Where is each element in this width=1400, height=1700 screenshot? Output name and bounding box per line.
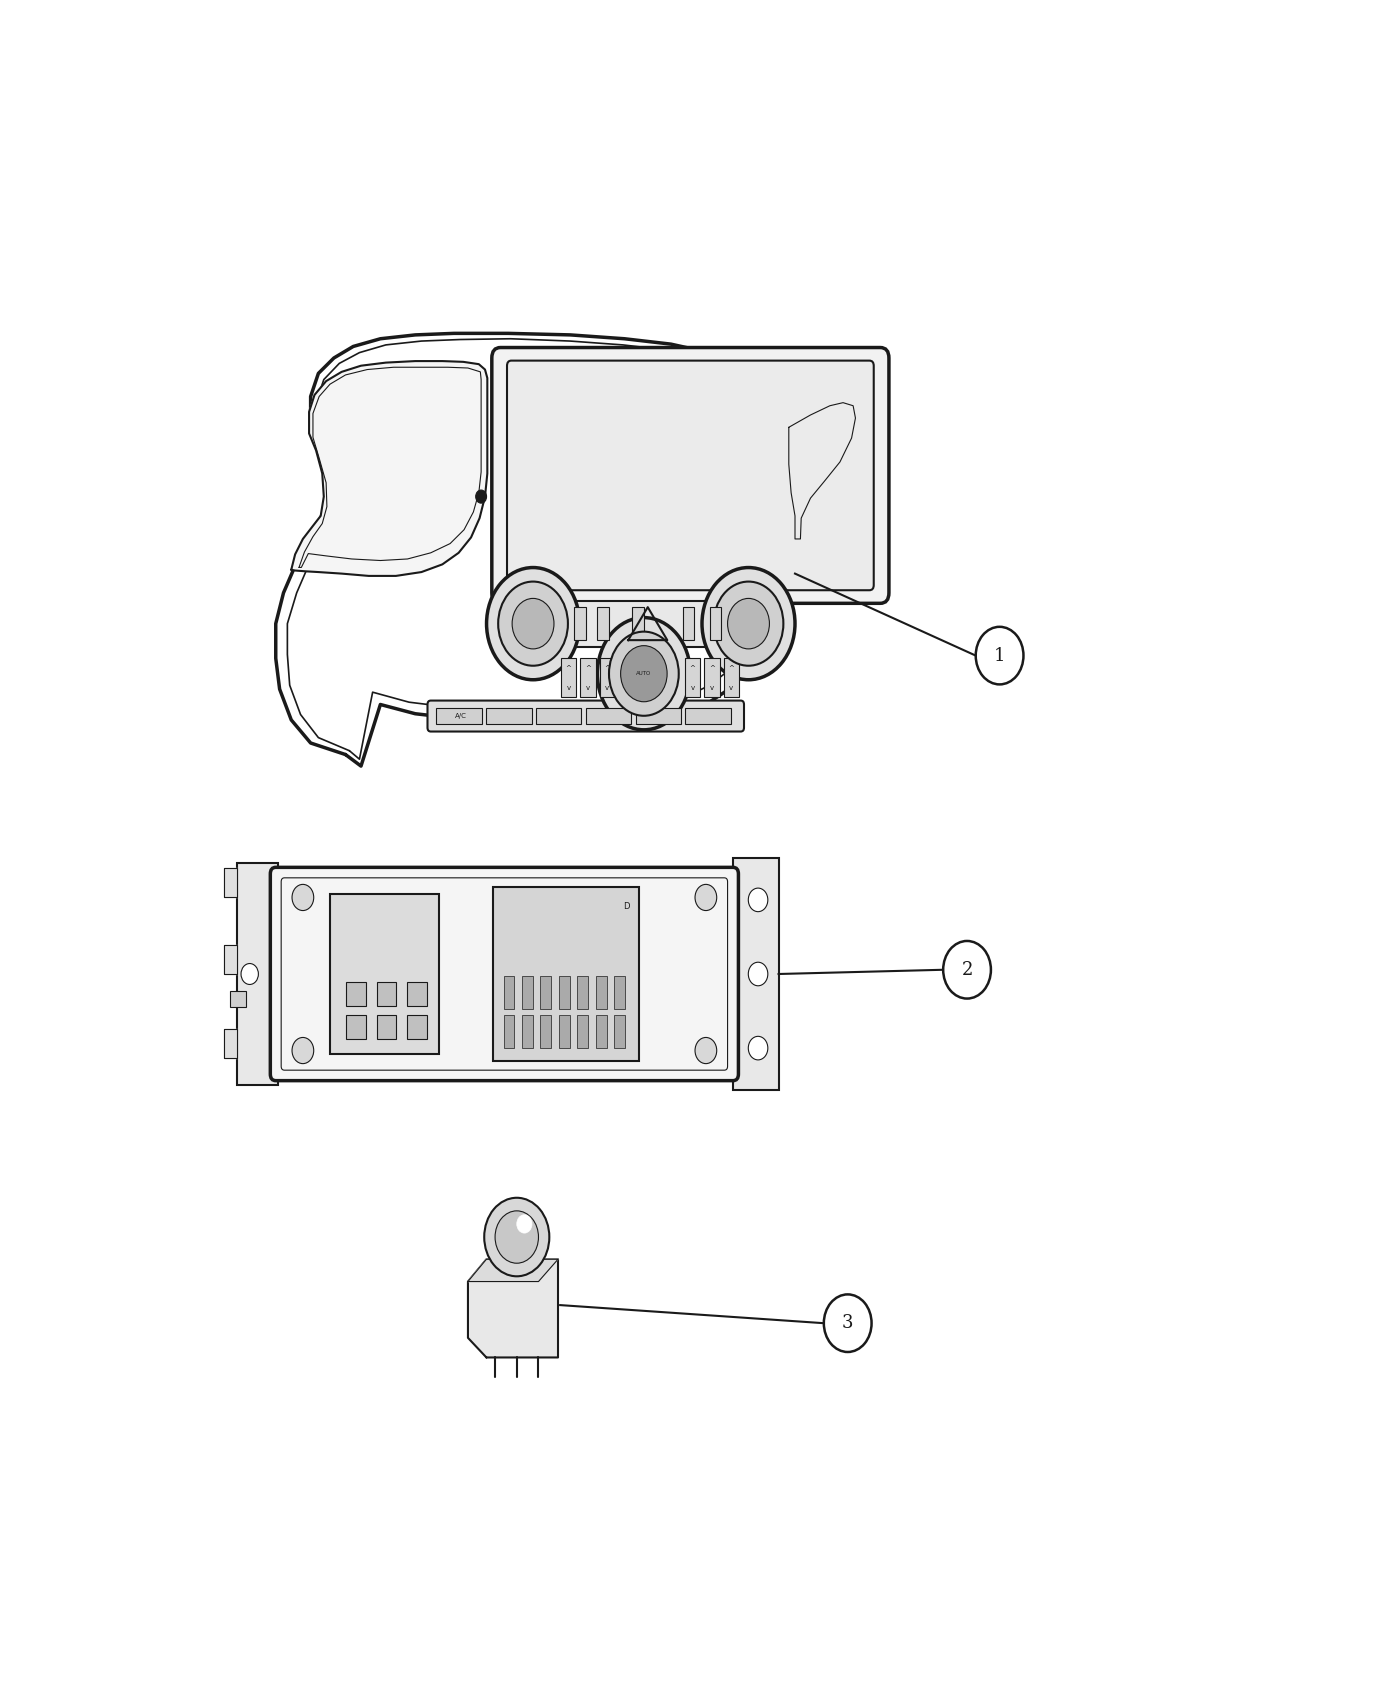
Text: 1: 1 (994, 646, 1005, 665)
Polygon shape (468, 1260, 559, 1358)
Circle shape (476, 490, 487, 503)
FancyBboxPatch shape (270, 867, 738, 1081)
Circle shape (944, 942, 991, 998)
Text: v: v (710, 685, 714, 690)
Circle shape (714, 581, 784, 666)
Bar (563, 600, 725, 646)
Bar (615, 1015, 626, 1047)
Circle shape (598, 617, 690, 729)
Circle shape (620, 646, 668, 702)
FancyBboxPatch shape (507, 360, 874, 590)
Bar (599, 658, 615, 697)
Bar (536, 709, 581, 724)
Bar (407, 983, 427, 1006)
Text: ^: ^ (566, 665, 571, 672)
Circle shape (823, 1294, 872, 1352)
Polygon shape (224, 867, 237, 896)
Bar (493, 887, 640, 1061)
Bar (559, 1015, 570, 1047)
Polygon shape (224, 945, 237, 974)
Bar (407, 1015, 427, 1039)
Bar (346, 1015, 365, 1039)
Circle shape (512, 598, 554, 649)
Bar (574, 607, 585, 641)
Bar (686, 709, 731, 724)
Bar (683, 607, 694, 641)
Bar (577, 1015, 588, 1047)
Text: 3: 3 (841, 1314, 854, 1333)
Bar (377, 1015, 396, 1039)
Polygon shape (291, 360, 487, 576)
Bar (710, 607, 721, 641)
Circle shape (694, 884, 717, 911)
Text: v: v (729, 685, 734, 690)
Circle shape (694, 1037, 717, 1064)
Bar (585, 709, 631, 724)
Circle shape (293, 884, 314, 911)
Polygon shape (787, 396, 861, 558)
Bar (685, 658, 700, 697)
Text: ^: ^ (690, 665, 696, 672)
Circle shape (976, 627, 1023, 685)
Text: ^: ^ (585, 665, 591, 672)
Circle shape (517, 1216, 532, 1232)
Bar (596, 976, 606, 1008)
Circle shape (496, 1210, 539, 1263)
Text: v: v (567, 685, 571, 690)
Polygon shape (468, 1260, 559, 1282)
Bar (598, 607, 609, 641)
Circle shape (484, 1198, 549, 1277)
Circle shape (748, 1037, 767, 1059)
Bar (724, 658, 739, 697)
Bar (734, 858, 778, 1090)
Bar (577, 976, 588, 1008)
Text: v: v (585, 685, 589, 690)
FancyBboxPatch shape (427, 700, 743, 731)
Text: v: v (605, 685, 609, 690)
Bar (581, 658, 596, 697)
Bar (486, 709, 532, 724)
Text: ^: ^ (708, 665, 715, 672)
Text: D: D (623, 903, 630, 911)
Polygon shape (224, 1028, 237, 1057)
Bar (596, 1015, 606, 1047)
Circle shape (293, 1037, 314, 1064)
Bar (522, 1015, 533, 1047)
Text: A/C: A/C (455, 712, 468, 719)
Bar (559, 976, 570, 1008)
Bar (437, 709, 482, 724)
Text: 2: 2 (962, 960, 973, 979)
Bar (633, 607, 644, 641)
Bar (330, 894, 438, 1054)
Circle shape (498, 581, 568, 666)
Bar (230, 991, 246, 1006)
Text: ^: ^ (728, 665, 734, 672)
FancyBboxPatch shape (491, 347, 889, 604)
Text: AUTO: AUTO (636, 672, 651, 677)
Bar (636, 709, 682, 724)
Circle shape (609, 632, 679, 716)
Circle shape (728, 598, 770, 649)
Bar (377, 983, 396, 1006)
Bar (346, 983, 365, 1006)
Bar (540, 1015, 552, 1047)
Circle shape (748, 962, 767, 986)
Bar (522, 976, 533, 1008)
Circle shape (701, 568, 795, 680)
Bar (237, 864, 279, 1085)
Text: ^: ^ (605, 665, 610, 672)
Circle shape (487, 568, 580, 680)
Bar (504, 976, 514, 1008)
Bar (704, 658, 720, 697)
Circle shape (241, 964, 259, 984)
Circle shape (748, 887, 767, 911)
Bar (540, 976, 552, 1008)
Text: v: v (690, 685, 694, 690)
Bar (561, 658, 577, 697)
Bar (615, 976, 626, 1008)
Polygon shape (276, 333, 795, 767)
Bar (504, 1015, 514, 1047)
